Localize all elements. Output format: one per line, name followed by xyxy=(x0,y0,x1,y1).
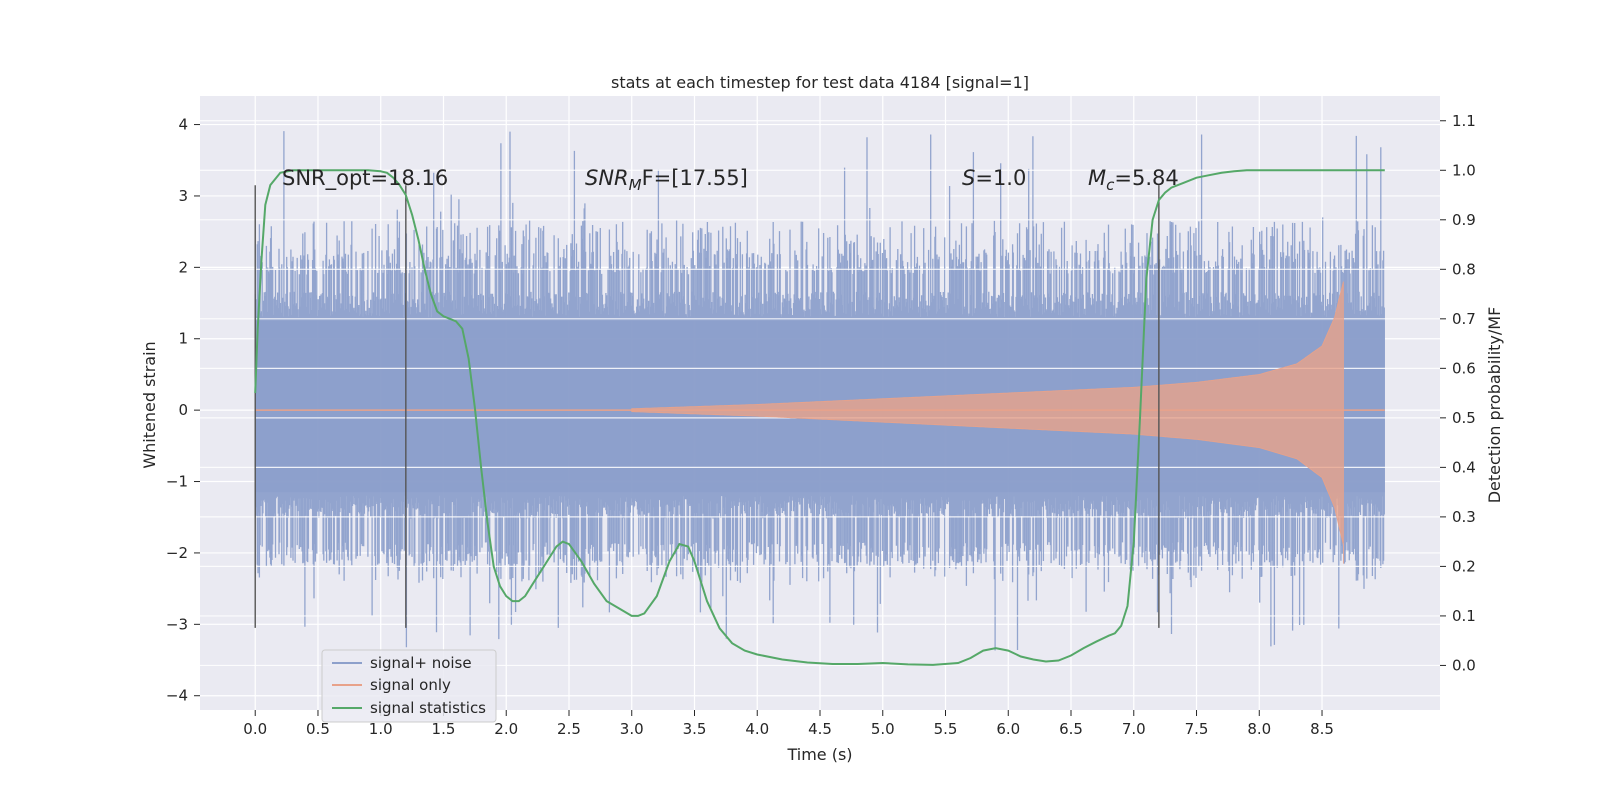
x-tick-label: 3.0 xyxy=(620,720,644,738)
x-tick-label: 6.0 xyxy=(996,720,1020,738)
y2-tick-label: 0.6 xyxy=(1452,359,1476,377)
x-tick-label: 3.5 xyxy=(683,720,707,738)
x-axis-title: Time (s) xyxy=(786,745,852,764)
x-tick-label: 5.5 xyxy=(934,720,958,738)
x-tick-label: 8.0 xyxy=(1247,720,1271,738)
y2-tick-label: 0.3 xyxy=(1452,508,1476,526)
x-tick-label: 1.0 xyxy=(369,720,393,738)
y2-tick-label: 0.5 xyxy=(1452,409,1476,427)
y2-tick-label: 1.1 xyxy=(1452,112,1476,130)
y-tick-label: 4 xyxy=(178,116,188,134)
vertical-markers xyxy=(254,185,1160,628)
signal-only-series xyxy=(255,281,1385,564)
annotation-snr-mf: SNRMF=[17.55] xyxy=(585,166,748,194)
y2-tick-label: 0.0 xyxy=(1452,656,1476,674)
x-axis-ticks: 0.0 0.5 1.0 1.5 2.0 2.5 3.0 3.5 4.0 4.5 5.0 5.5 6.0 6… xyxy=(243,710,1334,738)
annotation-snr-mf-name: SNR xyxy=(585,166,629,190)
y2-tick-label: 0.4 xyxy=(1452,458,1476,476)
x-tick-label: 7.5 xyxy=(1185,720,1209,738)
annotation-s: S=1.0 xyxy=(962,166,1026,190)
y2-axis-title: Detection probability/MF xyxy=(1485,307,1504,504)
signal-envelope xyxy=(631,281,1344,564)
y2-tick-label: 1.0 xyxy=(1452,161,1476,179)
y-tick-label: 2 xyxy=(178,258,188,276)
y-axis-title: Whitened strain xyxy=(140,341,159,468)
y2-axis-ticks: 0.0 0.1 0.2 0.3 0.4 0.5 0.6 0.7 0.8 0.9 1.0 1.1 xyxy=(1440,112,1476,674)
y-tick-label: −2 xyxy=(166,544,188,562)
y-axis-ticks: −4 −3 −2 −1 0 1 2 3 4 xyxy=(166,116,200,705)
y2-tick-label: 0.9 xyxy=(1452,211,1476,229)
y-tick-label: −4 xyxy=(166,687,188,705)
y-tick-label: −3 xyxy=(166,615,188,633)
annotation-mc: Mc=5.84 xyxy=(1088,166,1179,194)
signal-statistics-line xyxy=(254,169,1385,666)
x-tick-label: 5.0 xyxy=(871,720,895,738)
annotation-s-name: S xyxy=(962,166,975,190)
annotation-s-rest: =1.0 xyxy=(975,166,1026,190)
x-tick-label: 0.5 xyxy=(306,720,330,738)
x-tick-label: 4.5 xyxy=(808,720,832,738)
annotation-mc-sub: c xyxy=(1106,176,1115,194)
y-tick-label: 3 xyxy=(178,187,188,205)
annotation-mc-rest: =5.84 xyxy=(1114,166,1178,190)
x-tick-label: 4.0 xyxy=(745,720,769,738)
y-tick-label: −1 xyxy=(166,473,188,491)
y2-tick-label: 0.8 xyxy=(1452,260,1476,278)
x-tick-label: 8.5 xyxy=(1310,720,1334,738)
legend-label-signal: signal only xyxy=(370,676,451,694)
y2-tick-label: 0.2 xyxy=(1452,557,1476,575)
y2-tick-label: 0.7 xyxy=(1452,310,1476,328)
x-tick-label: 7.0 xyxy=(1122,720,1146,738)
x-tick-label: 2.5 xyxy=(557,720,581,738)
chart-title: stats at each timestep for test data 418… xyxy=(611,73,1029,92)
y-tick-label: 0 xyxy=(178,401,188,419)
legend-label-noise: signal+ noise xyxy=(370,654,472,672)
legend-box xyxy=(321,649,497,723)
legend-label-statistics: signal statistics xyxy=(370,699,486,717)
x-tick-label: 2.0 xyxy=(494,720,518,738)
y-tick-label: 1 xyxy=(178,330,188,348)
x-tick-label: 1.5 xyxy=(432,720,456,738)
annotation-snr-mf-sub: M xyxy=(629,176,642,194)
annotation-mc-name: M xyxy=(1088,166,1106,190)
legend: signal+ noise signal only signal statist… xyxy=(321,649,497,723)
x-tick-label: 6.5 xyxy=(1059,720,1083,738)
x-tick-label: 0.0 xyxy=(243,720,267,738)
y2-tick-label: 0.1 xyxy=(1452,607,1476,625)
annotation-snr-opt: SNR_opt=18.16 xyxy=(282,166,448,191)
annotation-snr-mf-rest: F=[17.55] xyxy=(642,166,748,190)
